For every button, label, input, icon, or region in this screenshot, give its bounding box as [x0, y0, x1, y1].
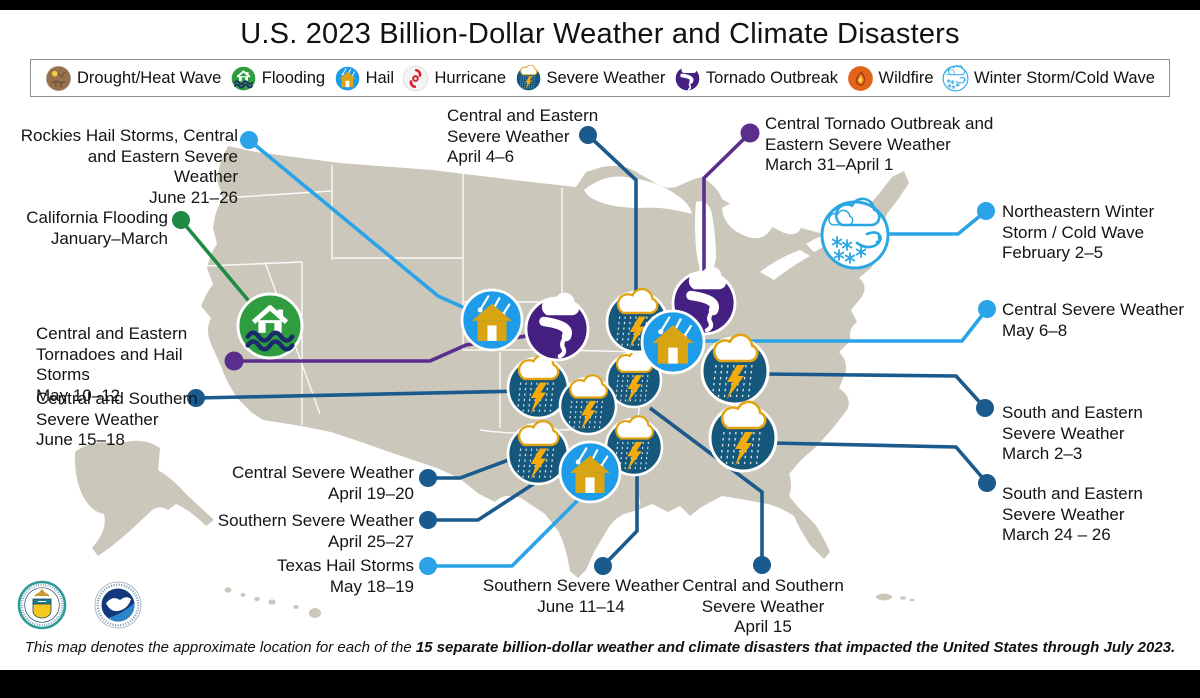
legend-label-flood: Flooding	[261, 68, 326, 87]
legend-item-drought: Drought/Heat Wave	[45, 65, 221, 92]
legend-label-hurricane: Hurricane	[434, 68, 507, 87]
legend-item-hurricane: Hurricane	[402, 65, 506, 92]
map-caption: This map denotes the approximate locatio…	[0, 639, 1200, 656]
disaster-icons	[236, 197, 890, 504]
hurricane-icon	[403, 65, 429, 91]
legend-item-hail: Hail	[334, 65, 394, 92]
event-label-rockies-hail-june-21-26: Rockies Hail Storms, Central and Eastern…	[20, 126, 238, 207]
noaa-logo	[94, 581, 142, 629]
event-label-south-eastern-march-24-26: South and Eastern Severe Weather March 2…	[1002, 484, 1143, 544]
flood-icon	[230, 65, 257, 91]
legend-label-severe: Severe Weather	[546, 68, 666, 87]
event-label-southern-april-25-27: Southern Severe Weather April 25–27	[217, 511, 414, 551]
leader-line-central-eastern-april-4-6	[586, 133, 638, 308]
label-dot-northeastern-winter-feb-2-5	[977, 202, 995, 220]
label-dot-south-eastern-march-2-3	[976, 399, 994, 417]
label-dot-tornadoes-hail-may-10-12	[224, 351, 244, 371]
label-dot-tornado-outbreak-march-31	[740, 123, 760, 143]
letterbox-bottom	[0, 670, 1200, 698]
caption-normal: This map denotes the approximate locatio…	[24, 639, 416, 656]
hail-icon	[334, 65, 360, 91]
leader-line-central-southern-june-15-18	[195, 389, 527, 400]
event-label-tornadoes-hail-may-10-12: Central and Eastern Tornadoes and Hail S…	[36, 324, 188, 405]
alaska	[74, 440, 214, 556]
event-label-central-southern-june-15-18: Central and Southern Severe Weather June…	[36, 389, 198, 449]
letterbox-top	[0, 0, 1200, 10]
legend-item-flood: Flooding	[230, 65, 325, 92]
severe-icon	[515, 64, 541, 91]
puerto-rico	[876, 593, 915, 602]
legend-label-tornado: Tornado Outbreak	[705, 68, 839, 87]
hail-icon-rockies-hail-june-21-26	[460, 288, 524, 352]
event-label-central-southern-april-15: Central and Southern Severe Weather Apri…	[682, 576, 844, 636]
legend-label-hail: Hail	[365, 68, 394, 87]
severe-icon-southern-april-25-27	[558, 374, 618, 436]
label-dot-rockies-hail-june-21-26	[240, 131, 258, 149]
winter-icon-northeastern-winter-feb-2-5	[820, 197, 890, 270]
winter-icon	[942, 64, 969, 91]
leader-line-south-eastern-march-2-3	[763, 372, 987, 410]
leader-line-northeastern-winter-feb-2-5	[876, 209, 988, 236]
legend-label-wildfire: Wildfire	[878, 68, 934, 87]
severe-icon-south-eastern-march-2-3	[700, 333, 770, 406]
leader-line-central-april-19-20	[428, 450, 531, 480]
leader-line-central-may-6-8	[666, 307, 989, 343]
label-dot-texas-hail-may-18-19	[419, 557, 437, 575]
legend: Drought/Heat Wave Flooding Hail Hurrican…	[30, 59, 1170, 97]
doc-seal-logo	[17, 580, 67, 630]
legend-item-tornado: Tornado Outbreak	[674, 64, 839, 92]
label-dot-central-may-6-8	[978, 300, 996, 318]
event-label-texas-hail-may-18-19: Texas Hail Storms May 18–19	[277, 556, 414, 596]
legend-label-winter: Winter Storm/Cold Wave	[974, 68, 1155, 87]
leader-line-texas-hail-may-18-19	[428, 492, 586, 568]
event-label-northeastern-winter-feb-2-5: Northeastern Winter Storm / Cold Wave Fe…	[1002, 202, 1155, 262]
drought-icon	[45, 65, 72, 91]
legend-item-wildfire: Wildfire	[847, 65, 934, 92]
tornado-icon-tornadoes-hail-may-10-12	[524, 292, 590, 362]
event-label-central-may-6-8: Central Severe Weather May 6–8	[1002, 300, 1185, 340]
leader-line-tornado-outbreak-march-31	[702, 131, 752, 294]
legend-item-severe: Severe Weather	[515, 64, 666, 92]
label-dot-southern-april-25-27	[419, 511, 437, 529]
hawaii	[224, 587, 321, 618]
legend-label-drought: Drought/Heat Wave	[77, 68, 222, 87]
severe-icon-central-eastern-april-4-6	[605, 287, 669, 354]
legend-item-winter: Winter Storm/Cold Wave	[942, 64, 1155, 92]
event-label-california-flooding: California Flooding January–March	[26, 208, 168, 248]
flood-icon-california-flooding	[236, 292, 304, 360]
label-dot-southern-june-11-14	[594, 557, 612, 575]
event-label-central-eastern-april-4-6: Central and Eastern Severe Weather April…	[447, 106, 599, 166]
severe-icon-southern-june-11-14	[604, 415, 664, 477]
leader-line-southern-june-11-14	[601, 462, 639, 568]
tornado-icon	[674, 64, 701, 91]
leader-line-california-flooding	[179, 218, 260, 314]
page-title: U.S. 2023 Billion-Dollar Weather and Cli…	[240, 18, 960, 50]
severe-icon-central-southern-june-15-18	[506, 353, 570, 420]
label-dot-central-eastern-april-4-6	[579, 126, 597, 144]
event-label-central-april-19-20: Central Severe Weather April 19–20	[231, 463, 414, 503]
hail-icon-texas-hail-may-18-19	[558, 440, 622, 504]
label-dot-south-eastern-march-24-26	[978, 474, 996, 492]
wildfire-icon	[847, 65, 873, 91]
leader-line-central-southern-april-15	[648, 406, 764, 565]
hail-icon-central-may-6-8	[640, 309, 706, 375]
label-dots	[172, 123, 996, 575]
caption-bold: 15 separate billion-dollar weather and c…	[415, 639, 1176, 656]
event-label-south-eastern-march-2-3: South and Eastern Severe Weather March 2…	[1002, 403, 1143, 463]
label-dot-central-april-19-20	[419, 469, 437, 487]
label-dot-central-southern-june-15-18	[187, 389, 205, 407]
leader-line-south-eastern-march-24-26	[771, 441, 989, 485]
event-label-southern-june-11-14: Southern Severe Weather June 11–14	[482, 576, 680, 616]
label-dot-california-flooding	[172, 211, 190, 229]
event-label-tornado-outbreak-march-31: Central Tornado Outbreak and Eastern Sev…	[765, 114, 994, 174]
severe-icon-south-eastern-march-24-26	[708, 400, 778, 473]
label-dot-central-southern-april-15	[753, 556, 771, 574]
